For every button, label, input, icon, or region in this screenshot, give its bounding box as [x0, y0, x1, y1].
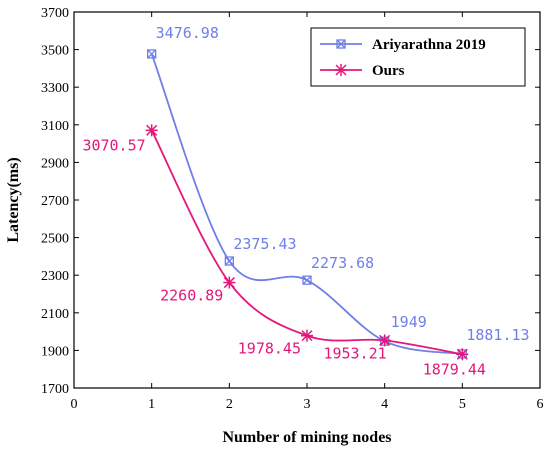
data-label: 2260.89: [160, 287, 223, 305]
y-tick-label: 2900: [41, 156, 69, 171]
data-point-marker: [378, 334, 391, 347]
data-point-marker: [456, 348, 469, 361]
x-tick-label: 3: [304, 397, 311, 412]
data-label: 3070.57: [82, 136, 145, 154]
data-label: 3476.98: [156, 24, 219, 42]
data-label: 1978.45: [238, 340, 301, 358]
data-point-marker: [301, 329, 313, 342]
y-tick-label: 2500: [41, 232, 69, 247]
x-tick-label: 6: [537, 397, 544, 412]
data-point-marker: [147, 49, 157, 59]
legend-swatch-marker: [335, 64, 347, 76]
axis-ticks: 0 1 2 3 4 5 6 1700 1900 2100 2300 2500 2700 2900 3100 3…: [41, 6, 544, 412]
y-tick-label: 2300: [41, 269, 69, 284]
data-label: 1949: [391, 313, 427, 331]
x-tick-label: 1: [148, 397, 155, 412]
y-tick-label: 1900: [41, 344, 69, 359]
x-tick-label: 2: [226, 397, 233, 412]
legend-box: [310, 27, 526, 87]
y-tick-label: 1700: [41, 382, 69, 397]
x-axis-title: Number of mining nodes: [222, 429, 391, 446]
series-lines: [145, 49, 469, 361]
data-label: 1881.13: [466, 326, 529, 344]
data-point-marker: [145, 124, 158, 137]
data-label: 2273.68: [311, 254, 374, 272]
x-tick-label: 5: [459, 397, 466, 412]
y-tick-label: 3100: [41, 119, 69, 134]
legend-swatch-marker: [336, 39, 346, 49]
data-point-marker: [224, 256, 234, 266]
data-label: 1953.21: [323, 344, 386, 362]
data-label: 2375.43: [233, 235, 296, 253]
legend: Ariyarathna 2019 Ours: [310, 27, 526, 87]
y-tick-label: 3700: [41, 6, 69, 21]
y-tick-label: 3300: [41, 81, 69, 96]
series-line-ariyarathna: [150, 53, 463, 355]
x-tick-label: 4: [381, 397, 388, 412]
y-tick-label: 2700: [41, 194, 69, 209]
y-tick-label: 2100: [41, 307, 69, 322]
x-tick-label: 0: [71, 397, 78, 412]
y-axis-title: Latency(ms): [5, 157, 22, 242]
data-point-marker: [223, 276, 236, 289]
series-line-ours: [150, 129, 463, 356]
legend-label: Ours: [372, 63, 405, 79]
data-point-marker: [302, 275, 312, 285]
data-labels: 3476.98 2375.43 2273.68 1949 1881.13 3070.57 2…: [82, 24, 529, 378]
legend-label: Ariyarathna 2019: [372, 37, 486, 53]
data-label: 1879.44: [423, 360, 486, 378]
y-tick-label: 3500: [41, 44, 69, 59]
